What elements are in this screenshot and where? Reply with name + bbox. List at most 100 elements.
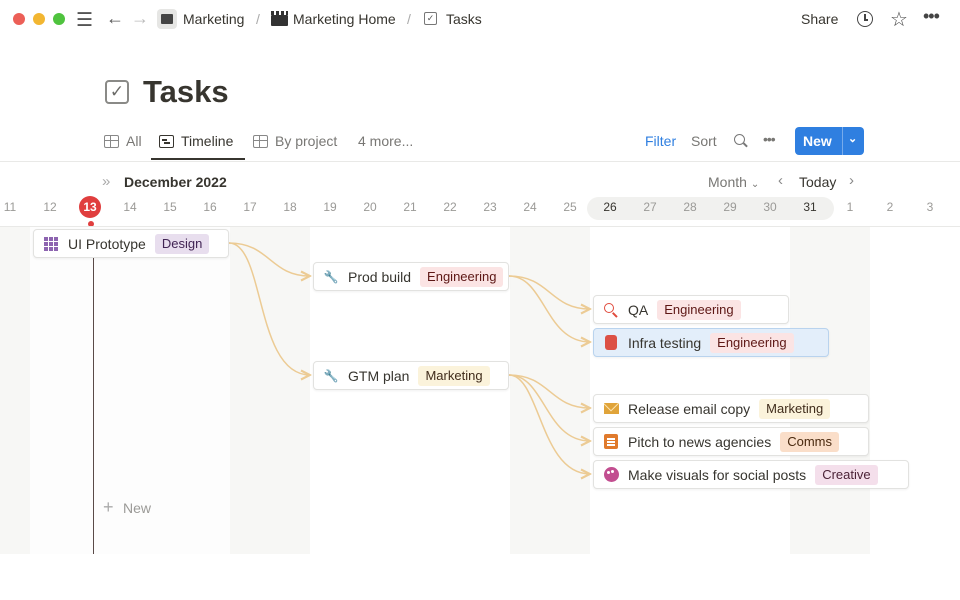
task-name: Pitch to news agencies [628, 433, 772, 450]
tasks-checkbox-icon: ✓ [105, 80, 129, 104]
task-card[interactable]: Pitch to news agencies Comms [593, 427, 869, 456]
new-button-label: New [803, 133, 832, 149]
tab-by-project[interactable]: By project [275, 133, 338, 149]
day-label: 30 [763, 200, 777, 214]
checkbox-icon: ✓ [424, 12, 437, 25]
day-label: 3 [926, 200, 934, 214]
weekend-column [510, 227, 590, 554]
day-label: 22 [443, 200, 457, 214]
day-label: 25 [563, 200, 577, 214]
day-label: 16 [203, 200, 217, 214]
task-tag: Marketing [759, 398, 831, 419]
day-label: 27 [643, 200, 657, 214]
task-card[interactable]: Make visuals for social posts Creative [593, 460, 909, 489]
day-label: 2 [886, 200, 894, 214]
history-clock-icon[interactable] [857, 11, 873, 27]
back-arrow-icon[interactable]: ← [106, 8, 124, 28]
day-label: 23 [483, 200, 497, 214]
newspaper-icon [603, 434, 619, 450]
day-label: 31 [803, 200, 817, 214]
connector [228, 242, 310, 375]
task-tag: Engineering [657, 299, 741, 320]
breadcrumb-tasks[interactable]: Tasks [446, 11, 482, 27]
task-card[interactable]: 🔧 Prod build Engineering [313, 262, 509, 291]
task-card[interactable]: QA Engineering [593, 295, 789, 324]
today-line [93, 257, 94, 554]
forward-arrow-icon[interactable]: → [131, 8, 149, 28]
clapper-icon [271, 10, 288, 26]
task-tag: Engineering [420, 266, 504, 287]
top-bar: ☰ ← → Marketing / Marketing Home / ✓ Tas… [0, 0, 960, 38]
day-label: 20 [363, 200, 377, 214]
task-card[interactable]: 🔧 GTM plan Marketing [313, 361, 509, 390]
wrench-icon: 🔧 [323, 269, 339, 284]
today-button[interactable]: Today [799, 174, 837, 190]
tab-all[interactable]: All [126, 133, 142, 149]
connector [228, 242, 310, 276]
breadcrumb-separator: / [256, 11, 260, 27]
task-name: Prod build [348, 268, 412, 285]
share-button[interactable]: Share [801, 11, 839, 27]
more-views-button[interactable]: 4 more... [358, 133, 414, 149]
day-label: 1 [846, 200, 854, 214]
maximize-window-button[interactable] [53, 13, 65, 25]
task-name: Release email copy [628, 400, 751, 417]
magnifier-icon [603, 302, 619, 318]
next-period-button[interactable]: › [849, 172, 854, 189]
minimize-window-button[interactable] [33, 13, 45, 25]
new-task-button[interactable]: New [123, 500, 152, 516]
connector [508, 374, 590, 441]
chevron-down-icon[interactable]: ⌄ [848, 133, 858, 145]
sort-button[interactable]: Sort [691, 133, 717, 149]
divider [0, 226, 960, 227]
chevron-down-icon: ⌄ [750, 179, 760, 190]
timeline-month: December 2022 [124, 174, 227, 190]
today-dot [88, 221, 94, 227]
task-tag: Design [154, 233, 210, 254]
clapperboard-icon [157, 9, 177, 29]
divider [0, 161, 960, 162]
task-name: UI Prototype [68, 235, 146, 252]
table-icon [253, 135, 268, 148]
connector [508, 275, 590, 309]
breadcrumb-marketing[interactable]: Marketing [183, 11, 245, 27]
connector [508, 374, 590, 474]
weekend-column [790, 227, 870, 554]
today-marker: 13 [79, 196, 101, 218]
menu-icon[interactable]: ☰ [76, 10, 94, 31]
collapse-chevrons-icon[interactable]: » [102, 173, 111, 190]
breadcrumb-separator: / [407, 11, 411, 27]
table-icon [104, 135, 119, 148]
tab-timeline[interactable]: Timeline [181, 133, 234, 149]
task-card[interactable]: Infra testing Engineering [593, 328, 829, 357]
task-tag: Comms [780, 431, 839, 452]
task-tag: Marketing [418, 365, 490, 386]
scale-selector[interactable]: Month ⌄ [708, 174, 759, 190]
day-label: 24 [523, 200, 537, 214]
task-card[interactable]: Release email copy Marketing [593, 394, 869, 423]
breadcrumb-marketing-home[interactable]: Marketing Home [293, 11, 396, 27]
grid-icon [43, 236, 59, 252]
connector [508, 374, 590, 408]
envelope-icon [603, 401, 619, 417]
task-card[interactable]: UI Prototype Design [33, 229, 229, 258]
page-title: Tasks [143, 74, 229, 109]
new-button[interactable]: New ⌄ [795, 127, 864, 155]
close-window-button[interactable] [13, 13, 25, 25]
timeline-icon [159, 135, 174, 148]
filter-button[interactable]: Filter [645, 133, 677, 149]
task-name: Make visuals for social posts [628, 466, 807, 483]
previous-period-button[interactable]: ‹ [778, 172, 783, 189]
task-tag: Engineering [710, 332, 794, 353]
day-label: 17 [243, 200, 257, 214]
star-icon[interactable]: ☆ [890, 9, 908, 31]
view-options-icon[interactable]: ••• [763, 131, 776, 147]
day-label: 12 [43, 200, 57, 214]
wrench-icon: 🔧 [323, 368, 339, 383]
day-label: 29 [723, 200, 737, 214]
search-icon[interactable] [734, 134, 748, 148]
more-options-icon[interactable]: ••• [923, 6, 940, 26]
day-label: 28 [683, 200, 697, 214]
task-tag: Creative [815, 464, 878, 485]
